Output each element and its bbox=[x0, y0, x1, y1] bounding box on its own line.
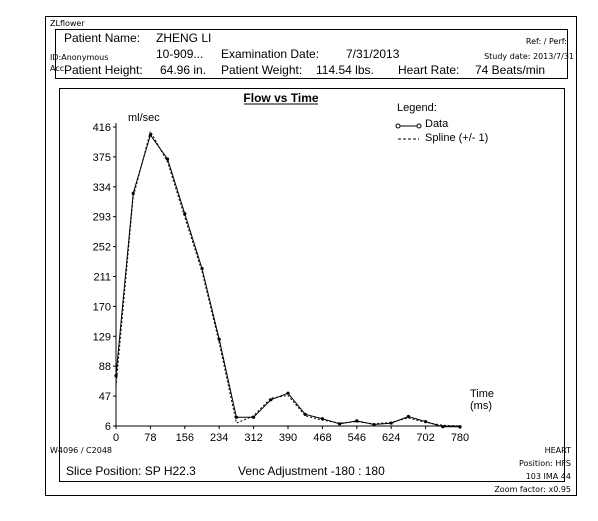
y-tick-label: 170 bbox=[93, 301, 111, 313]
legend-data-label: Data bbox=[425, 118, 449, 130]
y-tick-label: 211 bbox=[93, 272, 111, 284]
overlay-ref: Ref: / Perf: bbox=[525, 37, 567, 46]
y-tick-label: 129 bbox=[93, 331, 111, 343]
overlay-position: Position: HFS bbox=[519, 459, 571, 468]
data-point bbox=[217, 337, 221, 341]
y-tick-label: 334 bbox=[93, 182, 111, 194]
y-tick-label: 47 bbox=[99, 391, 111, 403]
x-tick-label: 234 bbox=[210, 432, 228, 444]
y-tick-label: 6 bbox=[105, 421, 111, 433]
data-point bbox=[458, 425, 462, 429]
patient-weight-value: 114.54 lbs. bbox=[316, 63, 374, 77]
y-tick-label: 293 bbox=[93, 212, 111, 224]
overlay-zoom: Zoom factor: x0.95 bbox=[494, 485, 571, 494]
data-point bbox=[200, 266, 204, 271]
patient-id-value: 10-909... bbox=[156, 47, 204, 61]
overlay-organ: HEART bbox=[544, 446, 571, 455]
patient-name-label: Patient Name: bbox=[64, 31, 141, 45]
x-tick-label: 624 bbox=[382, 432, 400, 444]
x-tick-label: 780 bbox=[451, 432, 469, 444]
data-point bbox=[355, 419, 359, 423]
data-point bbox=[269, 398, 273, 402]
exam-date-label: Examination Date: bbox=[221, 47, 320, 61]
data-point bbox=[114, 374, 118, 378]
patient-info-box bbox=[55, 29, 568, 79]
y-tick-label: 88 bbox=[99, 361, 111, 373]
exam-date-value: 7/31/2013 bbox=[346, 47, 400, 61]
patient-weight-label: Patient Weight: bbox=[221, 63, 303, 77]
overlay-study-date: Study date: 2013/7/31 bbox=[484, 52, 574, 61]
heart-rate-value: 74 Beats/min bbox=[475, 63, 546, 77]
x-tick-label: 390 bbox=[279, 432, 297, 444]
x-tick-label: 78 bbox=[144, 432, 156, 444]
data-point bbox=[131, 191, 135, 195]
data-point bbox=[338, 422, 342, 426]
report-frame bbox=[45, 16, 577, 496]
data-point bbox=[183, 212, 187, 216]
x-axis-unit: (ms) bbox=[470, 400, 492, 412]
x-axis-label: Time bbox=[470, 388, 494, 400]
data-point bbox=[234, 415, 238, 419]
data-point bbox=[372, 422, 376, 427]
overlay-acc: Acc: bbox=[50, 64, 67, 73]
patient-name-value: ZHENG LI bbox=[156, 31, 212, 45]
chart-frame bbox=[59, 88, 565, 482]
legend-data-marker bbox=[395, 123, 401, 129]
data-point bbox=[286, 391, 290, 395]
patient-height-value: 64.96 in. bbox=[160, 63, 207, 77]
y-tick-label: 416 bbox=[93, 122, 111, 134]
venc-adjustment: Venc Adjustment -180 : 180 bbox=[238, 464, 385, 478]
y-tick-label: 252 bbox=[93, 242, 111, 254]
chart-title: Flow vs Time bbox=[243, 91, 318, 105]
legend-data-marker bbox=[416, 123, 422, 129]
data-point bbox=[441, 425, 445, 429]
series-data-line bbox=[115, 133, 460, 428]
overlay-id: ID:Anonymous bbox=[50, 53, 109, 62]
data-point bbox=[166, 157, 170, 161]
data-point bbox=[320, 417, 324, 421]
data-point bbox=[389, 421, 393, 425]
x-tick-label: 468 bbox=[313, 432, 331, 444]
legend-spline-label: Spline (+/- 1) bbox=[425, 132, 488, 144]
overlay-image-number: 103 IMA 44 bbox=[525, 472, 571, 481]
series-spline-line bbox=[115, 130, 461, 427]
data-point bbox=[252, 415, 256, 419]
x-tick-label: 0 bbox=[113, 432, 119, 444]
x-tick-label: 702 bbox=[416, 432, 434, 444]
overlay-name: ZLflower bbox=[50, 19, 85, 28]
y-tick-label: 375 bbox=[93, 152, 111, 164]
data-point bbox=[148, 133, 152, 137]
x-tick-label: 312 bbox=[244, 432, 262, 444]
legend-title: Legend: bbox=[397, 102, 437, 114]
slice-position: Slice Position: SP H22.3 bbox=[66, 464, 196, 478]
x-tick-label: 546 bbox=[348, 432, 366, 444]
data-point bbox=[303, 412, 307, 416]
patient-height-label: Patient Height: bbox=[64, 63, 143, 77]
data-point bbox=[424, 420, 428, 424]
heart-rate-label: Heart Rate: bbox=[398, 63, 460, 77]
x-tick-label: 156 bbox=[176, 432, 194, 444]
y-axis-label: ml/sec bbox=[128, 112, 160, 124]
overlay-window-level: W4096 / C2048 bbox=[50, 446, 112, 455]
data-point bbox=[406, 414, 410, 419]
